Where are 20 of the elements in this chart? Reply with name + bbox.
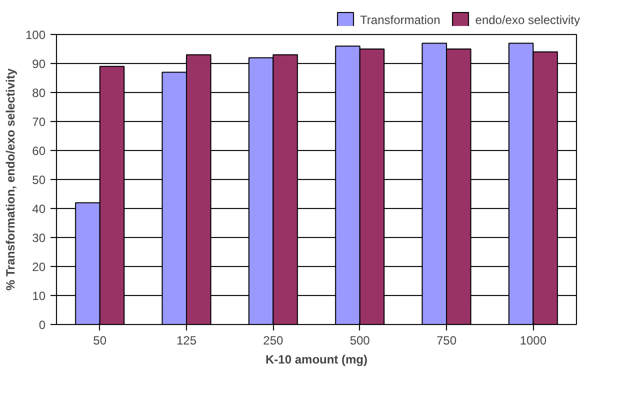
y-tick-label: 0 xyxy=(38,318,46,332)
x-tick-label: 250 xyxy=(263,334,284,348)
x-tick-label: 750 xyxy=(436,334,457,348)
y-tick-label: 80 xyxy=(32,86,46,100)
y-tick-label: 90 xyxy=(32,57,46,71)
y-axis-title: % Transformation, endo/exo selectivity xyxy=(3,68,18,291)
y-tick-label: 30 xyxy=(32,231,46,245)
y-tick-label: 60 xyxy=(32,144,46,158)
y-tick-label: 40 xyxy=(32,202,46,216)
y-tick-label: 10 xyxy=(32,289,46,303)
x-tick-label: 125 xyxy=(176,334,197,348)
y-tick-label: 70 xyxy=(32,115,46,129)
x-axis-title: K-10 amount (mg) xyxy=(266,352,368,366)
x-tick-label: 1000 xyxy=(520,334,547,348)
y-tick-label: 20 xyxy=(32,260,46,274)
x-tick-label: 500 xyxy=(350,334,370,348)
y-tick-label: 50 xyxy=(32,173,46,187)
legend-label: Transformation xyxy=(360,13,440,27)
y-tick-label: 100 xyxy=(25,28,46,42)
x-tick-label: 50 xyxy=(93,334,107,348)
